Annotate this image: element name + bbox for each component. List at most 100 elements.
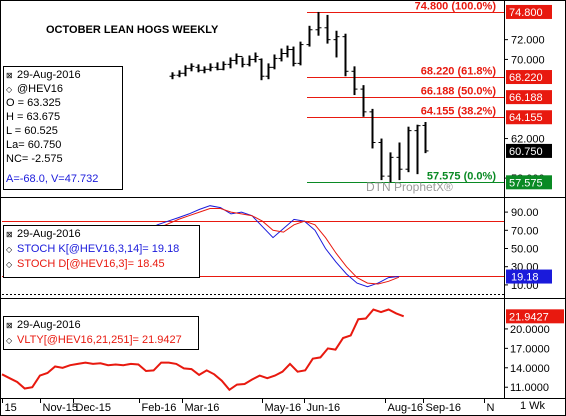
price-bar [220, 61, 227, 71]
stoch-tick-1: 70.00 [511, 225, 539, 237]
price-info-symbol: @HEV16 [17, 83, 63, 95]
vlty-info-label: VLTY[@HEV16,21,251]= 21.9427 [17, 334, 182, 346]
price-bar [396, 142, 403, 181]
price-bar [315, 11, 322, 36]
price-bar [169, 72, 176, 80]
stoch-k-label: STOCH K[@HEV16,3,14]= 19.18 [17, 243, 179, 255]
price-tick-7: 60.750 [509, 146, 543, 158]
price-info-open: O = 63.325 [6, 97, 61, 109]
stoch-d-label: STOCH D[@HEV16,3]= 18.45 [17, 258, 165, 270]
vlty-series-0 [1, 308, 405, 392]
x-tick-label-9: N [487, 402, 495, 414]
price-bar [227, 57, 234, 69]
price-bar [405, 126, 412, 173]
x-tick-label-2: Dec-15 [76, 402, 111, 414]
price-panel: OCTOBER LEAN HOGS WEEKLY 74.800 (100.0%)… [0, 1, 566, 198]
vlty-last-tag [506, 309, 564, 324]
price-tick-3: 68.220 [509, 72, 543, 84]
price-bar [233, 53, 240, 65]
price-info-frame [3, 66, 123, 190]
price-bar [176, 70, 183, 78]
price-bar [324, 14, 331, 44]
price-bar [290, 46, 297, 67]
price-bar [278, 48, 285, 62]
vlty-tick-4: 11.0000 [510, 382, 549, 394]
watermark: DTN ProphetX® [366, 180, 453, 194]
x-tick-label-5: May-16 [265, 402, 302, 414]
level-label-2: 66.188 (50.0%) [421, 86, 497, 98]
price-bar [214, 62, 221, 71]
price-tag-7 [506, 143, 552, 158]
price-bar [378, 138, 385, 181]
price-tag-5 [506, 110, 552, 125]
price-info-date: 29-Aug-2016 [17, 69, 81, 81]
price-bar [188, 63, 195, 72]
price-bar [422, 121, 429, 154]
x-tick-label-4: Mar-16 [185, 402, 220, 414]
stoch-last-tag [506, 269, 552, 284]
period-label: 1 Wk [520, 400, 546, 412]
price-bar [239, 55, 246, 68]
price-bar [387, 152, 394, 183]
vlty-tick-3: 14.0000 [510, 363, 550, 375]
stoch-info-date: 29-Aug-2016 [17, 228, 81, 240]
price-info-high: H = 63.675 [6, 111, 60, 123]
stoch-d-diamond-icon: ◇ [6, 260, 13, 269]
level-label-1: 68.220 (61.8%) [421, 66, 497, 78]
vlty-info-cursor-icon: ⊠ [6, 321, 13, 330]
price-bar [246, 55, 253, 67]
price-tag-3 [506, 70, 552, 85]
vlty-tick-1: 20.0000 [510, 324, 550, 336]
price-tick-6: 62.000 [511, 134, 545, 146]
x-tick-label-3: Feb-16 [142, 402, 177, 414]
stoch-info-box: ⊠ 29-Aug-2016 ◇ STOCH K[@HEV16,3,14]= 19… [3, 225, 200, 278]
level-label-3: 64.155 (38.2%) [421, 106, 497, 118]
x-tick-label-8: Sep-16 [426, 402, 461, 414]
vlty-diamond-icon: ◇ [6, 336, 13, 345]
vlty-tick-0: 21.9427 [509, 311, 549, 323]
price-tag-4 [506, 90, 552, 105]
price-bar [351, 66, 358, 96]
price-bar [360, 85, 367, 117]
price-tick-5: 64.155 [509, 112, 543, 124]
price-bar [207, 63, 214, 72]
price-bar [195, 64, 202, 73]
price-info-box: ⊠ 29-Aug-2016 ◇ @HEV16 O = 63.325 H = 63… [3, 66, 123, 190]
x-tick-label-7: Aug-16 [388, 402, 423, 414]
stoch-k-diamond-icon: ◇ [6, 245, 13, 254]
info-cursor-icon: ⊠ [6, 71, 13, 80]
vlty-info-frame [3, 316, 199, 350]
price-bar [271, 54, 278, 70]
level-label-4: 57.575 (0.0%) [427, 171, 496, 183]
price-bar [297, 41, 304, 66]
price-bar [369, 108, 376, 149]
x-tick-label-0: 15 [5, 402, 17, 414]
chart-title: OCTOBER LEAN HOGS WEEKLY [46, 24, 219, 36]
stoch-info-cursor-icon: ⊠ [6, 230, 13, 239]
price-tag-9 [506, 175, 552, 190]
price-tick-9: 57.575 [509, 177, 543, 189]
price-bar [333, 30, 340, 58]
price-bar [182, 65, 189, 77]
vlty-tick-2: 17.0000 [510, 343, 550, 355]
vlty-info-date: 29-Aug-2016 [17, 319, 81, 331]
price-bar [201, 66, 208, 74]
price-info-volume: A=-68.0, V=47.732 [6, 173, 98, 185]
stoch-last-value: 19.18 [511, 272, 539, 284]
price-tick-0: 74.800 [509, 7, 543, 19]
stoch-info-frame [3, 225, 200, 278]
stoch-tick-0: 90.00 [511, 207, 539, 219]
price-bar [265, 63, 272, 80]
price-info-low: L = 60.525 [6, 125, 58, 137]
price-info-last: La= 60.750 [6, 139, 61, 151]
vlty-info-box: ⊠ 29-Aug-2016 ◇ VLTY[@HEV16,21,251]= 21.… [3, 316, 199, 350]
price-bar [342, 33, 349, 77]
price-bar [284, 45, 291, 58]
price-bar [306, 25, 313, 47]
price-info-change: NC= -2.575 [6, 153, 63, 165]
price-tag-0 [506, 4, 552, 19]
